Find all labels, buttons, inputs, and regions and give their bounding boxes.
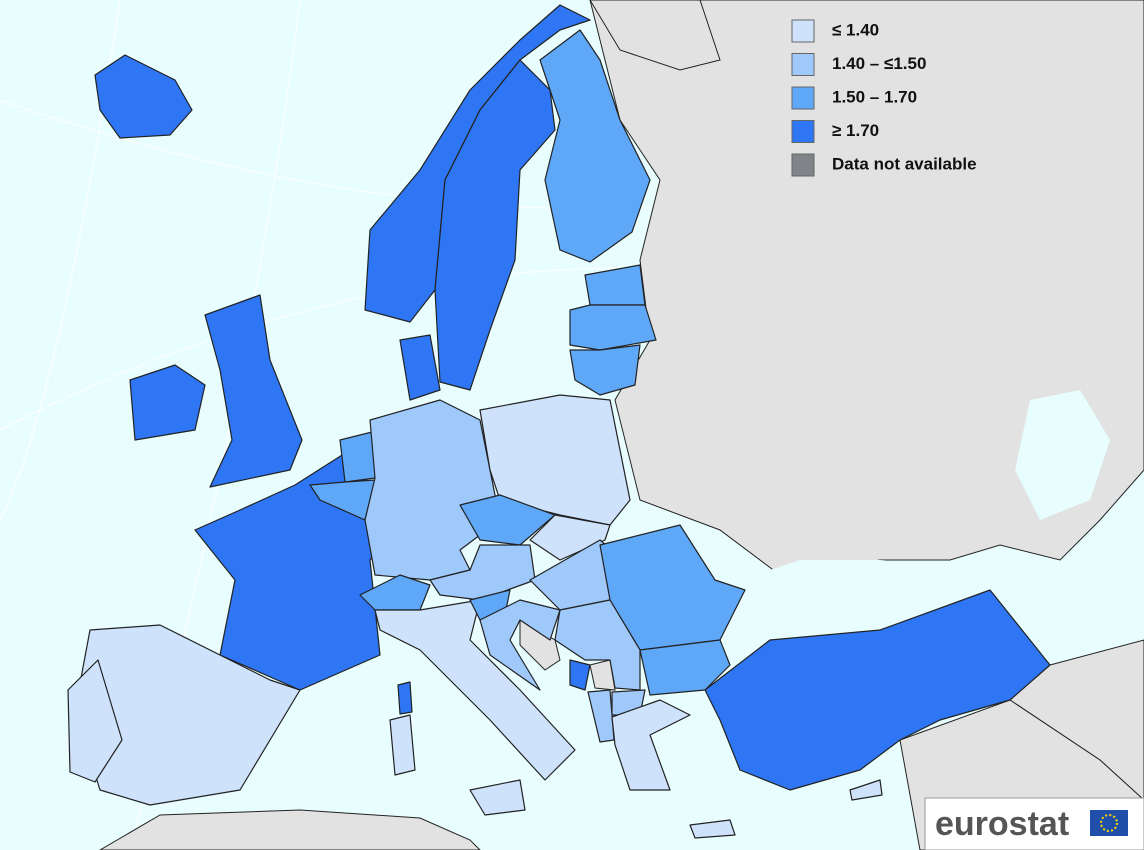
logo: eurostat xyxy=(924,797,1144,850)
switzerland xyxy=(359,574,431,611)
ireland xyxy=(129,364,206,441)
lithuania xyxy=(569,344,641,396)
sweden xyxy=(434,59,556,391)
portugal xyxy=(67,659,123,783)
austria xyxy=(429,544,536,601)
germany xyxy=(364,399,501,581)
legend-label: ≤ 1.40 xyxy=(832,20,879,39)
logo-text: eurostat xyxy=(935,805,1069,843)
sardinia xyxy=(389,714,416,776)
turkey xyxy=(704,589,1051,791)
iceland xyxy=(94,54,193,139)
greece xyxy=(611,699,691,791)
sicily xyxy=(469,779,526,816)
latvia xyxy=(569,304,657,351)
countries xyxy=(67,4,1051,839)
united-kingdom xyxy=(204,294,303,488)
legend-label: 1.50 – 1.70 xyxy=(832,87,917,106)
legend-label: Data not available xyxy=(832,154,977,173)
czechia xyxy=(459,494,556,546)
legend: ≤ 1.40 1.40 – ≤1.50 1.50 – 1.70 ≥ 1.70 Data … xyxy=(791,19,977,177)
cyprus xyxy=(849,779,883,801)
bulgaria xyxy=(639,639,731,696)
legend-swatch xyxy=(791,19,815,43)
crete xyxy=(689,819,736,839)
montenegro xyxy=(569,659,591,691)
eu-flag xyxy=(1090,810,1128,836)
corsica xyxy=(397,681,413,715)
legend-label: ≥ 1.70 xyxy=(832,121,879,140)
eu-stars xyxy=(1100,814,1118,832)
slovakia xyxy=(529,514,611,561)
croatia xyxy=(479,599,561,691)
legend-label: 1.40 – ≤1.50 xyxy=(832,54,926,73)
finland xyxy=(539,29,651,263)
denmark xyxy=(399,334,441,401)
caspian-sea xyxy=(1015,390,1110,520)
legend-swatch xyxy=(791,53,815,76)
black-sea xyxy=(730,560,990,640)
serbia xyxy=(554,599,641,691)
legend-swatch xyxy=(791,153,815,177)
legend-swatch xyxy=(791,86,815,110)
italy xyxy=(374,599,576,781)
legend-swatch xyxy=(791,120,815,143)
